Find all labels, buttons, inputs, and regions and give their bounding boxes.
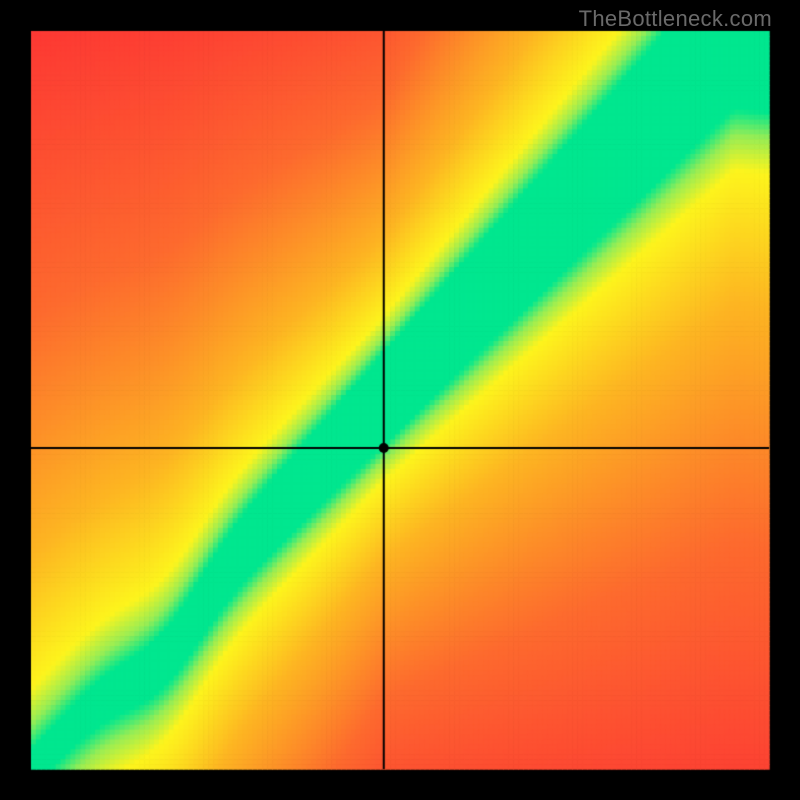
bottleneck-heatmap bbox=[0, 0, 800, 800]
chart-container: TheBottleneck.com bbox=[0, 0, 800, 800]
watermark-text: TheBottleneck.com bbox=[579, 6, 772, 32]
